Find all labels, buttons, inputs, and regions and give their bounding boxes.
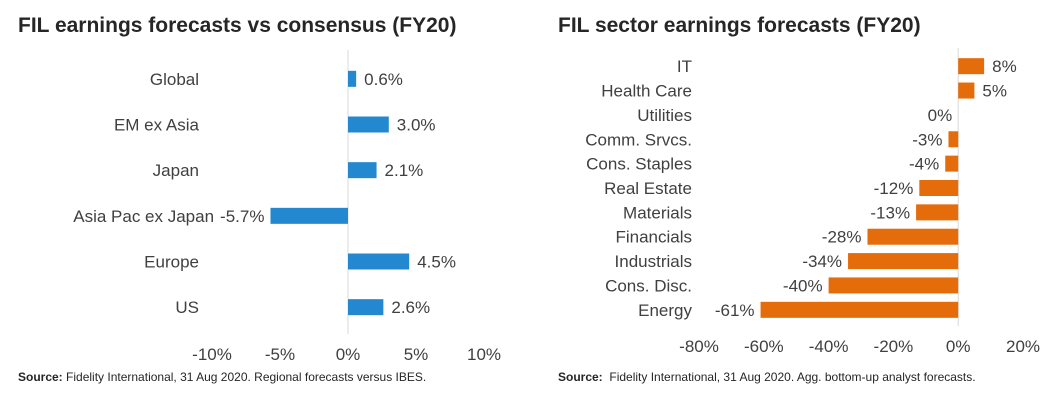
source-note: Source: Fidelity International, 31 Aug 2… xyxy=(18,370,426,384)
category-label: Real Estate xyxy=(604,179,692,198)
regional-forecast-chart: FIL earnings forecasts vs consensus (FY2… xyxy=(0,0,530,418)
bar-japan xyxy=(348,162,377,179)
value-label: 2.1% xyxy=(385,161,424,180)
bar-it xyxy=(958,58,985,75)
category-label: Financials xyxy=(615,228,692,247)
x-tick-label: 5% xyxy=(404,345,429,364)
category-label: Cons. Staples xyxy=(586,155,692,174)
value-label: 4.5% xyxy=(417,253,456,272)
source-label: Source: xyxy=(558,370,603,384)
sector-forecast-chart: FIL sector earnings forecasts (FY20) 8% I… xyxy=(540,0,1063,418)
value-label: 0.6% xyxy=(364,70,403,89)
value-label: -40% xyxy=(783,276,823,295)
value-label: 3.0% xyxy=(397,116,436,135)
category-label: Asia Pac ex Japan xyxy=(73,207,214,226)
category-label: Global xyxy=(150,70,199,89)
category-label: EM ex Asia xyxy=(114,116,200,135)
bar-industrials xyxy=(848,253,959,270)
x-tick-label: -40% xyxy=(809,337,849,356)
bar-us xyxy=(348,299,384,316)
source-note: Source: Fidelity International, 31 Aug 2… xyxy=(558,370,976,384)
sector-forecast-plot: 8% IT 5% Health Care 0% Utilities -3% Comm. Srv… xyxy=(585,48,1040,356)
category-label: Japan xyxy=(153,161,199,180)
category-label: IT xyxy=(677,57,692,76)
x-tick-label: -20% xyxy=(874,337,914,356)
bar-cons-disc- xyxy=(828,277,959,294)
bar-global xyxy=(348,70,357,87)
value-label: -28% xyxy=(822,228,862,247)
value-label: 0% xyxy=(928,106,953,125)
category-label: US xyxy=(175,298,199,317)
category-label: Materials xyxy=(623,203,692,222)
chart-title: FIL sector earnings forecasts (FY20) xyxy=(558,14,921,37)
category-label: Industrials xyxy=(615,252,692,271)
x-tick-label: -10% xyxy=(192,345,232,364)
bar-comm-srvcs- xyxy=(948,131,959,148)
value-label: -61% xyxy=(715,301,755,320)
bar-health-care xyxy=(958,82,975,99)
source-label: Source: xyxy=(18,370,63,384)
category-label: Utilities xyxy=(637,106,692,125)
x-tick-label: 20% xyxy=(1006,337,1040,356)
bar-energy xyxy=(760,301,959,318)
regional-forecast-plot: 0.6% Global 3.0% EM ex Asia 2.1% Japan -5.7% As… xyxy=(73,50,501,364)
bar-real-estate xyxy=(919,180,959,196)
bar-materials xyxy=(916,204,959,221)
x-tick-label: 0% xyxy=(336,345,361,364)
bar-asia-pac-ex-japan xyxy=(270,207,348,224)
x-tick-label: 0% xyxy=(946,337,971,356)
category-label: Energy xyxy=(638,301,692,320)
x-tick-label: -60% xyxy=(744,337,784,356)
bar-financials xyxy=(867,228,959,245)
source-text: Fidelity International, 31 Aug 2020. Agg… xyxy=(609,370,976,384)
chart-title: FIL earnings forecasts vs consensus (FY2… xyxy=(18,14,457,37)
source-text: Fidelity International, 31 Aug 2020. Reg… xyxy=(66,370,427,384)
x-tick-label: 10% xyxy=(467,345,501,364)
category-label: Health Care xyxy=(601,82,692,101)
value-label: -3% xyxy=(912,130,942,149)
value-label: 8% xyxy=(992,57,1017,76)
bar-cons-staples xyxy=(945,155,959,172)
bar-europe xyxy=(348,253,410,270)
bar-em-ex-asia xyxy=(348,116,389,133)
value-label: -4% xyxy=(909,155,939,174)
value-label: -5.7% xyxy=(220,207,264,226)
value-label: -34% xyxy=(802,252,842,271)
value-label: -13% xyxy=(870,203,910,222)
value-label: -12% xyxy=(874,179,914,198)
category-label: Europe xyxy=(144,253,199,272)
category-label: Comm. Srvcs. xyxy=(585,130,692,149)
value-label: 5% xyxy=(982,82,1007,101)
value-label: 2.6% xyxy=(391,298,430,317)
category-label: Cons. Disc. xyxy=(605,276,692,295)
x-tick-label: -5% xyxy=(265,345,295,364)
x-tick-label: -80% xyxy=(679,337,719,356)
